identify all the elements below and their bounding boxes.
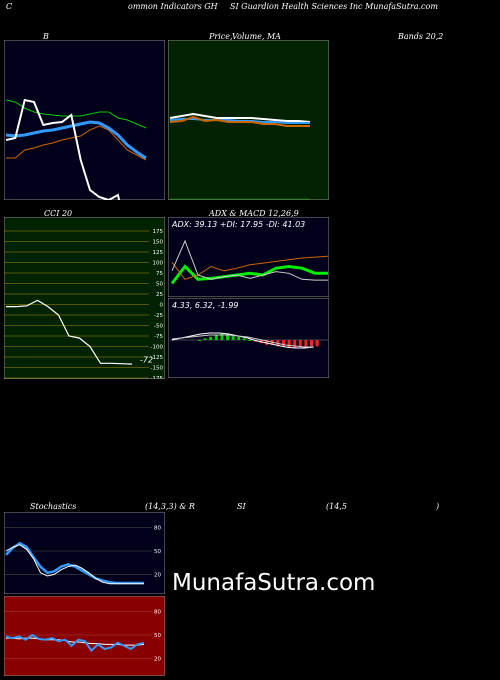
cci-tick-label: -25: [154, 313, 163, 319]
adx-macd-label: ADX & MACD 12,26,9: [209, 209, 299, 218]
cci-tick-label: -150: [151, 366, 164, 372]
macd-bar: [220, 333, 224, 340]
macd-values: 4.33, 6.32, -1.99: [172, 301, 239, 310]
macd-bar: [287, 340, 291, 348]
bb-series-0: [5, 98, 121, 200]
cci-last-label: -72: [140, 356, 153, 365]
macd-bar: [209, 336, 213, 340]
cci-tick-label: 125: [153, 250, 164, 256]
macd-bar: [237, 336, 241, 340]
macd-bar: [248, 340, 252, 341]
cci-tick-label: -50: [154, 324, 163, 330]
stoch-tick-label: 50: [154, 549, 161, 555]
price-volume-panel: [168, 40, 329, 200]
macd-bar: [293, 340, 297, 348]
price-series-0: [169, 112, 311, 123]
watermark: MunafaSutra.com: [172, 570, 376, 596]
bb-label: B: [43, 32, 49, 41]
bands-label: Bands 20,2: [398, 32, 444, 41]
header-company: SI Guardion Health Sciences Inc MunafaSu…: [230, 2, 438, 11]
price-label: Price,: [209, 32, 233, 41]
cci-tick-label: 0: [160, 303, 164, 309]
stoch-d-line: [5, 544, 144, 585]
macd-bar: [198, 340, 201, 341]
cci-tick-label: 75: [156, 271, 163, 277]
stoch-k-line: [5, 541, 144, 585]
adx-series-2: [171, 239, 328, 281]
adx-values: ADX: 39.13 +DI: 17.95 -DI: 41.03: [171, 220, 305, 229]
cci-tick-label: -125: [151, 355, 164, 361]
bb-series-2: [5, 99, 147, 129]
macd-signal-line: [171, 334, 314, 348]
rsi-line: [5, 633, 145, 653]
rsi-label: SI: [237, 502, 246, 511]
cci-tick-label: 150: [153, 240, 164, 246]
rsi-tick-label: 20: [154, 656, 161, 662]
stoch-label: Stochastics: [30, 502, 77, 511]
rsi-panel: 80 50 20: [4, 596, 165, 676]
macd-bar: [231, 335, 235, 340]
rsi-close-label: ): [436, 502, 440, 511]
rsi-tick-label: 50: [154, 633, 161, 639]
price-series-2: [169, 115, 310, 127]
macd-bar: [298, 340, 302, 347]
cci-tick-label: -100: [151, 345, 164, 351]
macd-bar: [203, 338, 207, 340]
cci-label: CCI 20: [44, 209, 73, 218]
cci-tick-label: 25: [156, 292, 163, 298]
macd-bar: [315, 340, 319, 347]
stoch-panel: 80 50 20: [4, 512, 165, 594]
macd-bar: [226, 333, 229, 340]
macd-bar: [282, 340, 285, 347]
cci-tick-label: 100: [153, 261, 164, 267]
macd-bar: [214, 335, 218, 340]
header-indicators: ommon Indicators GH: [128, 2, 218, 11]
cci-line: [6, 299, 133, 365]
stoch-params-label: (14,3,3) & R: [145, 502, 195, 511]
stoch-tick-label: 80: [154, 526, 161, 532]
macd-bar: [265, 340, 269, 345]
cci-tick-label: 175: [153, 229, 164, 235]
cci-tick-label: -175: [151, 376, 164, 379]
bb-series-1: [5, 120, 147, 160]
macd-bar: [242, 338, 246, 340]
macd-bar: [310, 340, 313, 347]
cci-panel: 175 150 125 100 75 50 25 0 -25 -50 -75 -100 -125 -150…: [4, 217, 165, 379]
volume-ma-label: Volume, MA: [232, 32, 281, 41]
macd-panel: 4.33, 6.32, -1.99: [168, 298, 329, 378]
stoch-tick-label: 20: [154, 572, 161, 578]
cci-tick-label: 50: [156, 282, 163, 288]
rsi-params-label: (14,5: [326, 502, 347, 511]
bollinger-panel: [4, 40, 165, 200]
header-c: C: [6, 2, 13, 11]
adx-series-1: [170, 264, 328, 285]
macd-bar: [304, 340, 308, 347]
cci-tick-label: -75: [154, 334, 163, 340]
rsi-tick-label: 80: [154, 610, 161, 616]
adx-panel: ADX: 39.13 +DI: 17.95 -DI: 41.03: [168, 217, 329, 297]
